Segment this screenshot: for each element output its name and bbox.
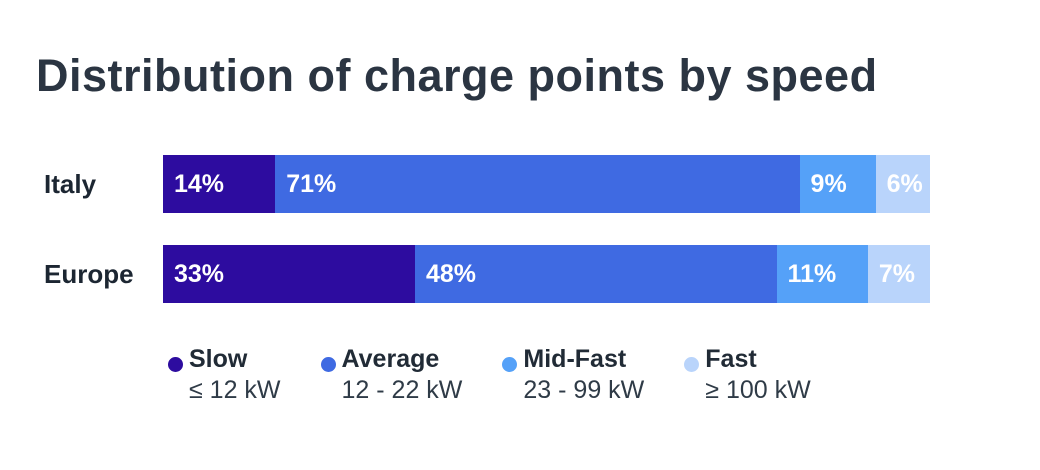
legend-item-fast: Fast ≥ 100 kW	[684, 344, 811, 406]
legend-range-average: 12 - 22 kW	[341, 376, 463, 404]
bar-segment-average: 48%	[415, 245, 777, 303]
chart-title: Distribution of charge points by speed	[36, 50, 878, 101]
bar-segment-fast: 6%	[875, 155, 930, 213]
bar-row-italy: Italy 14% 71% 9% 6%	[0, 155, 1040, 213]
bar-segment-slow: 33%	[163, 245, 415, 303]
legend-item-average: Average 12 - 22 kW	[320, 344, 463, 406]
legend-name-fast: Fast	[705, 345, 757, 373]
category-label-europe: Europe	[44, 259, 134, 289]
segment-value-label: 9%	[810, 169, 847, 198]
bar-segment-slow: 14%	[163, 155, 276, 213]
legend-name-slow: Slow	[189, 345, 248, 373]
stacked-bar-italy: 14% 71% 9% 6%	[163, 155, 930, 213]
legend-dot-fast-icon	[684, 357, 700, 372]
legend-item-slow: Slow ≤ 12 kW	[168, 344, 281, 406]
category-label-italy: Italy	[44, 169, 97, 199]
legend-dot-average-icon	[320, 357, 336, 372]
legend-name-average: Average	[341, 345, 440, 373]
legend-dot-slow-icon	[168, 357, 183, 372]
bar-segment-fast: 7%	[867, 245, 930, 303]
bar-segment-average: 71%	[275, 155, 800, 213]
bar-segment-mid-fast: 11%	[776, 245, 868, 303]
legend: Slow ≤ 12 kW Average 12 - 22 kW Mid-Fast…	[168, 344, 811, 406]
segment-value-label: 7%	[878, 259, 916, 288]
bar-segment-mid-fast: 9%	[799, 155, 876, 213]
segment-value-label: 14%	[174, 169, 225, 198]
bar-row-europe: Europe 33% 48% 11% 7%	[0, 245, 1040, 303]
stacked-bar-europe: 33% 48% 11% 7%	[163, 245, 930, 303]
segment-value-label: 6%	[886, 169, 923, 198]
legend-range-fast: ≥ 100 kW	[705, 376, 811, 404]
legend-range-slow: ≤ 12 kW	[189, 376, 281, 404]
legend-dot-mid-fast-icon	[502, 357, 518, 372]
legend-name-mid-fast: Mid-Fast	[523, 345, 627, 373]
segment-value-label: 33%	[174, 259, 225, 288]
legend-range-mid-fast: 23 - 99 kW	[523, 376, 645, 404]
segment-value-label: 48%	[426, 259, 477, 288]
legend-item-mid-fast: Mid-Fast 23 - 99 kW	[502, 344, 644, 406]
segment-value-label: 11%	[787, 259, 837, 288]
segment-value-label: 71%	[286, 169, 337, 198]
